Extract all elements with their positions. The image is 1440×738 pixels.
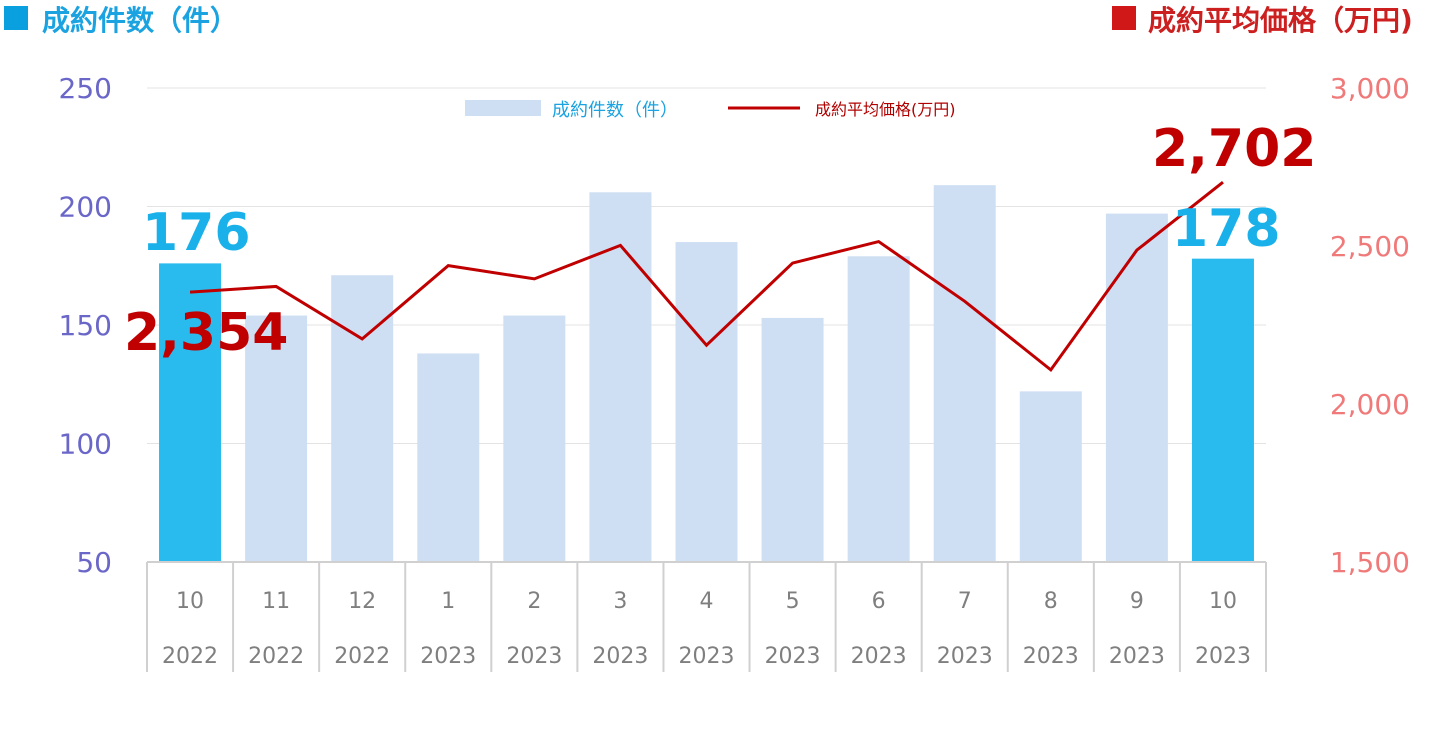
x-tick-year: 2023 xyxy=(420,644,476,669)
left-tick-label: 100 xyxy=(59,428,112,461)
header-left-title: 成約件数（件） xyxy=(42,4,238,37)
bar xyxy=(503,315,566,562)
bar xyxy=(589,192,652,562)
x-tick-year: 2022 xyxy=(334,644,390,669)
right-tick-label: 2,000 xyxy=(1330,388,1410,421)
x-tick-month: 6 xyxy=(872,589,886,614)
x-tick-month: 7 xyxy=(958,589,972,614)
bar xyxy=(675,242,738,563)
bar xyxy=(417,353,480,562)
x-axis: 10 2022 11 2022 12 2022 1 2023 2 2023 3 2023 4 2023 5 2… xyxy=(146,561,1267,672)
bar xyxy=(761,317,824,562)
left-tick-label: 200 xyxy=(59,191,112,224)
legend-label-count: 成約件数（件） xyxy=(552,100,678,121)
left-axis: 250 200 150 100 50 xyxy=(59,72,112,579)
x-tick-month: 9 xyxy=(1130,589,1144,614)
data-label-price-last: 2,702 xyxy=(1152,119,1316,179)
x-tick-month: 1 xyxy=(441,589,455,614)
legend-label-price: 成約平均価格(万円) xyxy=(815,100,956,119)
right-tick-label: 1,500 xyxy=(1330,546,1410,579)
x-tick-year: 2023 xyxy=(937,644,993,669)
x-tick-year: 2022 xyxy=(162,644,218,669)
legend-swatch-count xyxy=(465,100,541,116)
x-tick-month: 4 xyxy=(700,589,714,614)
bar xyxy=(847,256,910,562)
bar xyxy=(245,315,308,562)
x-tick-year: 2023 xyxy=(1109,644,1165,669)
x-tick-month: 12 xyxy=(348,589,376,614)
data-label-count-first: 176 xyxy=(142,203,251,263)
right-tick-label: 3,000 xyxy=(1330,72,1410,105)
x-tick-year: 2023 xyxy=(765,644,821,669)
x-tick-month: 3 xyxy=(613,589,627,614)
left-tick-label: 50 xyxy=(76,546,112,579)
bar-series xyxy=(159,185,1254,563)
x-tick-year: 2023 xyxy=(506,644,562,669)
x-tick-year: 2023 xyxy=(679,644,735,669)
bar xyxy=(1105,213,1168,563)
x-tick-month: 2 xyxy=(527,589,541,614)
price-line xyxy=(189,180,1224,373)
right-axis: 3,000 2,500 2,000 1,500 xyxy=(1330,72,1410,579)
x-tick-year: 2022 xyxy=(248,644,304,669)
right-tick-label: 2,500 xyxy=(1330,230,1410,263)
legend: 成約件数（件） 成約平均価格(万円) xyxy=(465,100,956,121)
x-tick-year: 2023 xyxy=(1023,644,1079,669)
x-tick-month: 11 xyxy=(262,589,290,614)
x-tick-year: 2023 xyxy=(1195,644,1251,669)
x-tick-month: 5 xyxy=(786,589,800,614)
x-tick-month: 10 xyxy=(1209,589,1237,614)
left-tick-label: 150 xyxy=(59,309,112,342)
bar xyxy=(933,185,996,563)
bar xyxy=(159,263,222,562)
data-label-count-last: 178 xyxy=(1172,199,1281,259)
left-tick-label: 250 xyxy=(59,72,112,105)
x-tick-month: 10 xyxy=(176,589,204,614)
header-left-square-icon xyxy=(4,6,28,30)
bar xyxy=(1191,258,1254,562)
x-tick-month: 8 xyxy=(1044,589,1058,614)
header-right-title: 成約平均価格（万円) xyxy=(1148,4,1413,37)
bar xyxy=(331,275,394,562)
bar xyxy=(1019,391,1082,562)
x-tick-year: 2023 xyxy=(592,644,648,669)
data-label-price-first: 2,354 xyxy=(124,303,288,363)
header-right-square-icon xyxy=(1112,6,1136,30)
x-tick-year: 2023 xyxy=(851,644,907,669)
